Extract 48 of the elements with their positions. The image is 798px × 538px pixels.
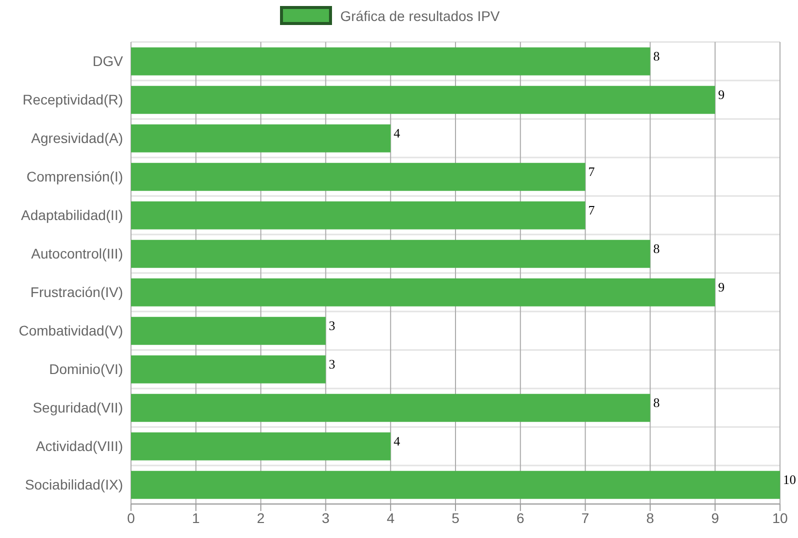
y-tick-label: Dominio(VI) bbox=[49, 361, 123, 378]
bar bbox=[131, 394, 650, 422]
x-tick-label: 4 bbox=[386, 510, 395, 526]
bar bbox=[131, 86, 716, 114]
y-tick-label: Agresividad(A) bbox=[31, 130, 123, 146]
data-label: 8 bbox=[653, 48, 660, 64]
data-label: 9 bbox=[718, 279, 725, 294]
bar bbox=[131, 278, 716, 306]
bar bbox=[131, 355, 326, 384]
data-label: 7 bbox=[588, 202, 596, 218]
data-label: 4 bbox=[394, 125, 401, 140]
data-label: 8 bbox=[653, 240, 660, 256]
data-label: 9 bbox=[718, 86, 725, 102]
y-tick-label: Autocontrol(III) bbox=[31, 246, 123, 262]
x-tick-label: 5 bbox=[452, 510, 460, 526]
x-tick-label: 3 bbox=[322, 510, 330, 526]
bar bbox=[131, 240, 650, 268]
data-label: 8 bbox=[653, 394, 660, 410]
y-tick-label: Comprensión(I) bbox=[26, 168, 123, 185]
x-tick-label: 7 bbox=[581, 510, 590, 526]
bar bbox=[131, 201, 586, 230]
bar bbox=[131, 470, 780, 499]
x-tick-label: 1 bbox=[192, 510, 200, 526]
y-tick-label: Actividad(VIII) bbox=[36, 438, 123, 454]
bar bbox=[131, 162, 586, 191]
y-tick-label: Frustración(IV) bbox=[30, 284, 123, 300]
y-tick-label: Receptividad(R) bbox=[22, 92, 123, 108]
data-label: 4 bbox=[394, 433, 401, 448]
bar bbox=[131, 47, 650, 76]
x-tick-label: 2 bbox=[256, 510, 265, 526]
bar bbox=[131, 432, 391, 460]
y-tick-label: DGV bbox=[92, 53, 124, 70]
data-label: 3 bbox=[328, 318, 336, 333]
series-label: Gráfica de resultados IPV bbox=[340, 8, 500, 24]
x-tick-label: 10 bbox=[772, 510, 788, 526]
y-tick-label: Combatividad(V) bbox=[18, 322, 123, 339]
y-tick-label: Sociabilidad(IX) bbox=[24, 476, 123, 493]
bar bbox=[131, 316, 326, 345]
bar bbox=[131, 124, 391, 152]
y-tick-label: Adaptabilidad(II) bbox=[21, 207, 123, 224]
y-tick-label: Seguridad(VII) bbox=[32, 400, 123, 416]
x-tick-label: 6 bbox=[516, 510, 524, 526]
data-label: 3 bbox=[328, 356, 336, 372]
x-tick-label: 9 bbox=[711, 510, 720, 526]
data-label: 7 bbox=[588, 164, 596, 179]
data-label: 10 bbox=[783, 472, 796, 487]
x-tick-label: 0 bbox=[127, 510, 136, 526]
x-tick-label: 8 bbox=[646, 510, 654, 526]
